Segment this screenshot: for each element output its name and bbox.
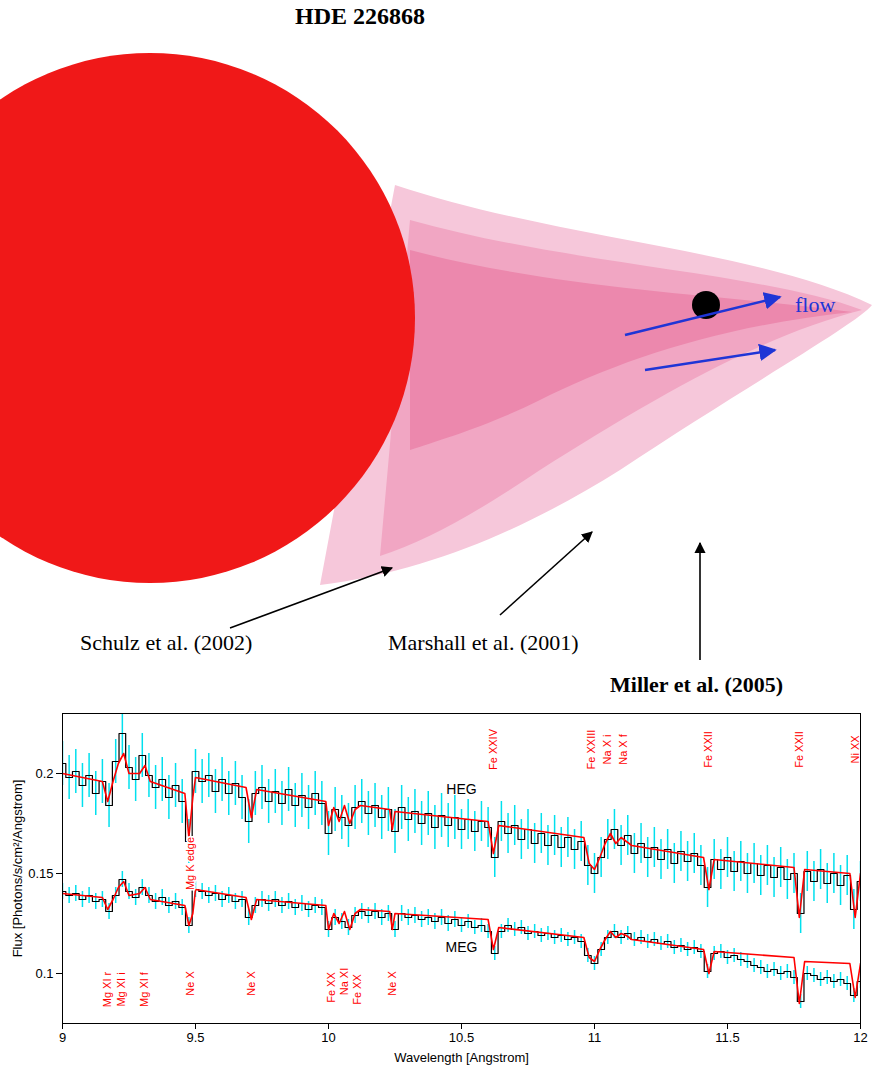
svg-text:flow: flow bbox=[795, 292, 835, 317]
svg-text:Fe XX: Fe XX bbox=[325, 972, 337, 1003]
svg-text:Flux [Photons/s/cm²/Angstrom]: Flux [Photons/s/cm²/Angstrom] bbox=[10, 780, 25, 958]
svg-text:Mg XI i: Mg XI i bbox=[115, 972, 127, 1006]
svg-text:11.5: 11.5 bbox=[715, 1030, 739, 1045]
svg-text:Na X i: Na X i bbox=[601, 735, 613, 765]
svg-text:Mg XI r: Mg XI r bbox=[101, 971, 113, 1007]
svg-text:Fe XX: Fe XX bbox=[351, 974, 363, 1005]
svg-text:0.15: 0.15 bbox=[28, 866, 53, 881]
svg-text:HEG: HEG bbox=[446, 781, 476, 797]
svg-text:11: 11 bbox=[588, 1030, 602, 1045]
svg-text:Ne X: Ne X bbox=[245, 971, 257, 996]
svg-text:0.1: 0.1 bbox=[35, 966, 53, 981]
svg-text:Marshall et al. (2001): Marshall et al. (2001) bbox=[388, 630, 579, 655]
svg-text:Fe XXII: Fe XXII bbox=[702, 731, 714, 768]
svg-text:Ne X: Ne X bbox=[386, 971, 398, 996]
svg-text:9.5: 9.5 bbox=[186, 1030, 204, 1045]
svg-text:Na XI: Na XI bbox=[338, 968, 350, 996]
svg-text:Schulz et al. (2002): Schulz et al. (2002) bbox=[80, 630, 252, 655]
svg-text:HDE 226868: HDE 226868 bbox=[295, 3, 425, 29]
svg-text:Wavelength [Angstrom]: Wavelength [Angstrom] bbox=[394, 1050, 529, 1065]
svg-text:12: 12 bbox=[853, 1030, 867, 1045]
svg-text:10.5: 10.5 bbox=[449, 1030, 474, 1045]
svg-text:Mg XI f: Mg XI f bbox=[138, 971, 150, 1007]
svg-text:Ni XX: Ni XX bbox=[849, 735, 861, 764]
svg-text:Fe XXIII: Fe XXIII bbox=[585, 730, 597, 770]
svg-text:Ne X: Ne X bbox=[184, 971, 196, 996]
svg-text:10: 10 bbox=[321, 1030, 335, 1045]
svg-text:Miller et al. (2005): Miller et al. (2005) bbox=[610, 672, 783, 697]
svg-text:Fe XXIV: Fe XXIV bbox=[487, 728, 499, 770]
svg-text:Fe XXII: Fe XXII bbox=[793, 731, 805, 768]
svg-text:9: 9 bbox=[59, 1030, 66, 1045]
svg-text:Na X f: Na X f bbox=[617, 733, 629, 765]
svg-text:Mg K edge: Mg K edge bbox=[184, 837, 196, 890]
svg-text:0.2: 0.2 bbox=[35, 766, 53, 781]
svg-text:MEG: MEG bbox=[446, 939, 478, 955]
